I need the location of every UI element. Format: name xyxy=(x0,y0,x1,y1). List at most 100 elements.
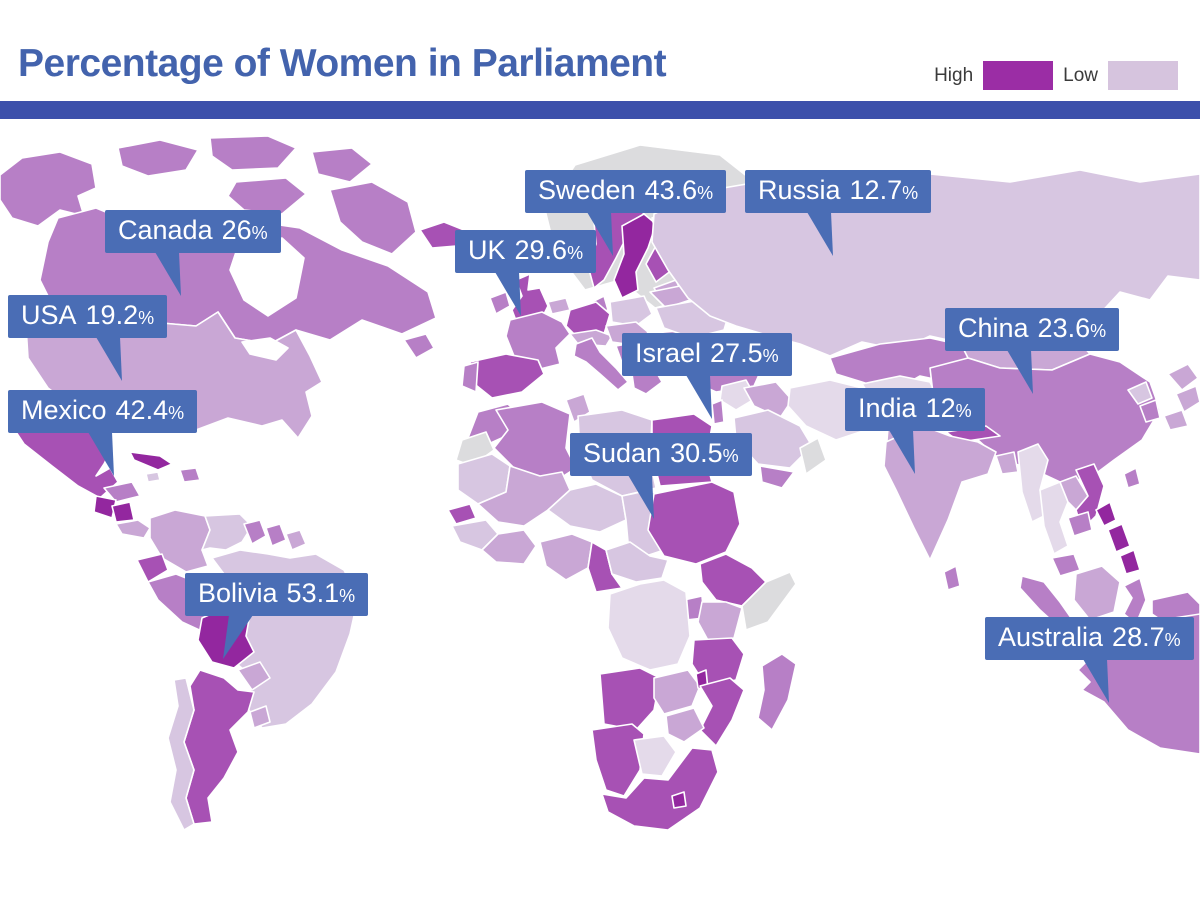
country-canada-arctic-3 xyxy=(311,147,373,183)
country-argentina xyxy=(183,669,255,825)
country-poland xyxy=(609,295,653,327)
callout-value: 30.5 xyxy=(670,438,723,468)
country-zimbabwe xyxy=(665,707,705,743)
callout-value: 23.6 xyxy=(1037,313,1091,343)
callout-israel: Israel 27.5% xyxy=(622,333,792,420)
callout-percent-sign: % xyxy=(138,308,155,328)
country-madagascar xyxy=(757,653,797,731)
country-panama-costa-rica xyxy=(115,519,151,539)
callout-country: China xyxy=(958,313,1029,343)
callout-value: 42.4 xyxy=(115,395,169,425)
hudson-bay xyxy=(229,237,305,317)
callout-tail xyxy=(1007,350,1033,395)
country-colombia xyxy=(149,509,211,573)
legend-low-swatch xyxy=(1108,61,1178,90)
country-ghana-ivory-coast xyxy=(481,529,537,565)
great-lakes xyxy=(241,337,289,361)
country-oman xyxy=(799,437,827,475)
callout-canada: Canada 26% xyxy=(105,210,281,297)
country-honduras xyxy=(103,481,141,503)
country-nigeria xyxy=(539,533,593,581)
country-yemen xyxy=(759,465,795,489)
callout-percent-sign: % xyxy=(955,401,972,421)
callout-country: Mexico xyxy=(21,395,107,425)
callout-uk: UK 29.6% xyxy=(455,230,597,317)
callout-tail xyxy=(686,375,712,420)
country-jamaica xyxy=(145,471,161,483)
country-namibia xyxy=(591,723,645,797)
country-zambia xyxy=(653,669,701,715)
country-canada-baffin xyxy=(329,181,417,255)
country-philippines-1 xyxy=(1095,501,1117,527)
country-israel xyxy=(711,399,725,425)
callout-india: India 12% xyxy=(845,388,985,475)
callout-tail xyxy=(587,212,613,257)
country-cambodia xyxy=(1067,511,1093,537)
choropleth-map-svg xyxy=(0,135,1200,831)
country-canada-arctic-1 xyxy=(117,139,199,177)
callout-bolivia: Bolivia 53.1% xyxy=(185,573,369,660)
callout-usa: USA 19.2% xyxy=(8,295,168,382)
callout-value: 12 xyxy=(925,393,956,423)
legend-high-label: High xyxy=(934,64,974,86)
country-portugal xyxy=(461,361,479,393)
callout-percent-sign: % xyxy=(762,346,779,366)
country-mali xyxy=(477,465,571,527)
callout-sweden: Sweden 43.6% xyxy=(525,170,727,257)
callout-percent-sign: % xyxy=(251,223,268,243)
callout-country: UK xyxy=(468,235,506,265)
country-bangladesh xyxy=(995,451,1019,475)
callout-percent-sign: % xyxy=(1164,630,1181,650)
country-philippines-2 xyxy=(1107,523,1131,553)
callout-sudan: Sudan 30.5% xyxy=(570,433,752,520)
callout-percent-sign: % xyxy=(339,586,356,606)
callout-australia: Australia 28.7% xyxy=(985,617,1194,704)
world-map xyxy=(0,130,1200,900)
legend: High Low xyxy=(934,61,1178,90)
country-sweden xyxy=(613,213,657,299)
country-sudan xyxy=(647,481,741,565)
country-philippines-3 xyxy=(1119,549,1141,575)
country-alaska xyxy=(0,151,97,227)
callout-percent-sign: % xyxy=(902,183,919,203)
callout-value: 53.1 xyxy=(286,578,340,608)
callout-value: 26 xyxy=(221,215,252,245)
country-canada-newfoundland xyxy=(403,333,435,359)
country-canada-arctic-2 xyxy=(209,135,297,171)
callout-country: USA xyxy=(21,300,77,330)
country-paraguay xyxy=(237,661,271,691)
country-nicaragua xyxy=(111,501,135,523)
callout-tail xyxy=(155,252,181,297)
country-ecuador xyxy=(136,553,169,583)
callout-tail xyxy=(96,337,122,382)
callout-tail xyxy=(628,475,654,520)
callout-tail xyxy=(223,615,253,660)
country-hispaniola xyxy=(179,467,201,483)
country-kenya xyxy=(697,601,743,645)
country-angola xyxy=(599,667,661,731)
country-spain xyxy=(469,353,545,399)
callout-country: Sudan xyxy=(583,438,662,468)
country-venezuela xyxy=(201,513,253,551)
callout-country: Canada xyxy=(118,215,213,245)
country-sri-lanka xyxy=(943,565,961,591)
callout-country: Bolivia xyxy=(198,578,278,608)
country-france xyxy=(505,311,571,371)
country-iraq xyxy=(743,381,793,419)
country-chile xyxy=(167,677,195,831)
country-north-korea xyxy=(1127,381,1153,405)
callout-value: 28.7 xyxy=(1112,622,1165,652)
callout-country: Russia xyxy=(758,175,841,205)
callout-tail xyxy=(807,212,833,257)
country-borneo xyxy=(1073,565,1121,621)
country-central-african-republic xyxy=(605,541,669,583)
callout-value: 29.6 xyxy=(514,235,568,265)
country-drc xyxy=(607,579,691,671)
country-guatemala xyxy=(93,495,117,519)
country-japan-1 xyxy=(1167,363,1199,391)
country-suriname xyxy=(265,523,287,547)
country-cuba xyxy=(129,451,173,471)
callout-percent-sign: % xyxy=(722,446,739,466)
country-botswana xyxy=(633,735,677,777)
